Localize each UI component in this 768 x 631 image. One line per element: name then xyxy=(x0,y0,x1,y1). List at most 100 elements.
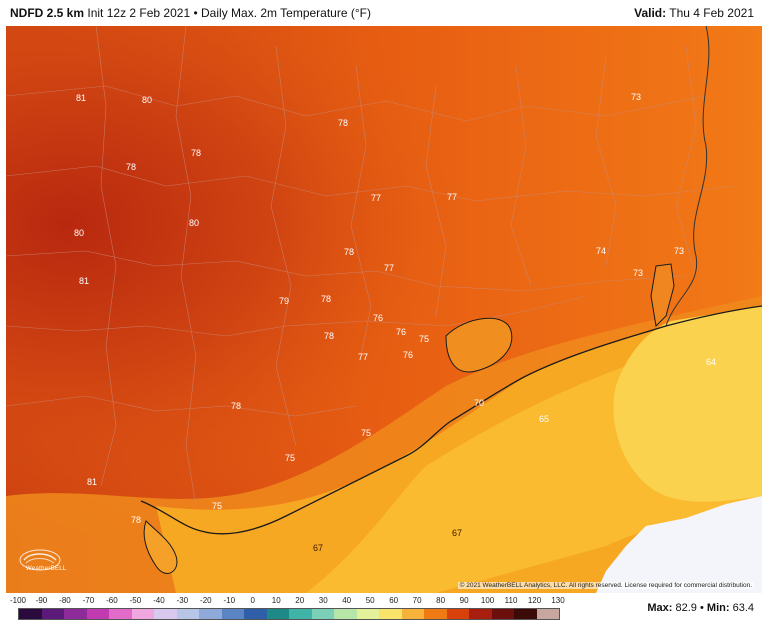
value-label: 81 xyxy=(87,477,97,487)
colorbar-swatch xyxy=(86,609,109,619)
colorbar-tick-label: -60 xyxy=(106,596,118,605)
header-title: NDFD 2.5 km Init 12z 2 Feb 2021 • Daily … xyxy=(10,6,371,20)
min-value: 63.4 xyxy=(732,602,754,614)
value-label: 77 xyxy=(371,193,381,203)
init-time: Init 12z 2 Feb 2021 xyxy=(87,6,191,20)
max-min-summary: Max: 82.9 • Min: 63.4 xyxy=(647,602,754,614)
value-label: 79 xyxy=(279,296,289,306)
value-label: 80 xyxy=(142,95,152,105)
model-name: NDFD 2.5 km xyxy=(10,6,85,20)
colorbar-swatch xyxy=(536,609,559,619)
value-label: 80 xyxy=(189,218,199,228)
colorbar-swatch xyxy=(41,609,64,619)
copyright-notice: © 2021 WeatherBELL Analytics, LLC. All r… xyxy=(457,582,754,589)
value-label: 78 xyxy=(131,515,141,525)
value-label: 78 xyxy=(344,247,354,257)
colorbar-tick-label: 100 xyxy=(480,596,495,605)
no-data-region xyxy=(596,496,762,593)
colorbar-tick-label: 60 xyxy=(389,596,399,605)
separator: • xyxy=(699,602,704,614)
value-label: 78 xyxy=(231,401,241,411)
colorbar-swatch xyxy=(446,609,469,619)
colorbar-swatch xyxy=(154,609,177,619)
separator: • xyxy=(193,6,198,20)
max-value: 82.9 xyxy=(675,602,697,614)
colorbar-swatch xyxy=(356,609,379,619)
valid-label: Valid: xyxy=(634,6,667,20)
value-label: 81 xyxy=(76,93,86,103)
colorbar-swatch xyxy=(514,609,537,619)
temperature-map[interactable]: 81 80 78 78 80 78 80 77 77 81 78 77 73 7… xyxy=(6,26,762,593)
colorbar-swatch xyxy=(491,609,514,619)
colorbar-ticks: -100 -90 -80 -70 -60 -50 -40 -30 -20 -10 0 10 20 30 40… xyxy=(10,596,565,608)
color-legend: -100 -90 -80 -70 -60 -50 -40 -30 -20 -10 0 10 20 30 40… xyxy=(6,596,762,631)
value-label: 77 xyxy=(358,352,368,362)
logo-text: WeatherBELL xyxy=(26,566,67,572)
value-label: 80 xyxy=(74,228,84,238)
max-label: Max: xyxy=(647,602,673,614)
colorbar-swatch xyxy=(469,609,492,619)
colorbar-tick-label: 0 xyxy=(250,596,256,605)
value-label: 65 xyxy=(539,414,549,424)
colorbar-tick-label: 20 xyxy=(295,596,305,605)
colorbar-tick-label: -70 xyxy=(82,596,95,605)
value-label: 75 xyxy=(419,334,429,344)
sabine-river xyxy=(665,26,710,327)
value-label: 77 xyxy=(384,263,394,273)
colorbar-tick-label: 30 xyxy=(318,596,328,605)
value-label: 78 xyxy=(321,294,331,304)
colorbar-tick-label: 80 xyxy=(436,596,446,605)
galveston-bay xyxy=(445,317,513,373)
value-label: 70 xyxy=(474,398,484,408)
colorbar-swatch xyxy=(109,609,132,619)
colorbar-tick-label: -100 xyxy=(9,596,27,605)
colorbar-swatch xyxy=(311,609,334,619)
value-label: 78 xyxy=(191,148,201,158)
map-canvas: 81 80 78 78 80 78 80 77 77 81 78 77 73 7… xyxy=(6,26,762,593)
colorbar xyxy=(18,608,560,620)
colorbar-tick-label: -80 xyxy=(59,596,71,605)
colorbar-tick-label: -10 xyxy=(223,596,236,605)
valid-time: Valid: Thu 4 Feb 2021 xyxy=(634,6,754,20)
colorbar-tick-label: 90 xyxy=(459,596,469,605)
colorbar-swatch xyxy=(334,609,357,619)
colorbar-swatch xyxy=(64,609,87,619)
value-label: 74 xyxy=(596,246,606,256)
colorbar-swatch xyxy=(424,609,447,619)
colorbar-swatch xyxy=(131,609,154,619)
colorbar-tick-label: -20 xyxy=(200,596,212,605)
colorbar-swatch xyxy=(176,609,199,619)
colorbar-tick-label: 10 xyxy=(271,596,281,605)
product-name: Daily Max. 2m Temperature (°F) xyxy=(201,6,371,20)
value-label: 73 xyxy=(674,246,684,256)
sabine-lake xyxy=(650,263,675,328)
colorbar-swatch xyxy=(199,609,222,619)
min-label: Min: xyxy=(706,602,730,614)
colorbar-tick-label: 50 xyxy=(365,596,375,605)
coastline xyxy=(140,305,762,535)
colorbar-tick-label: 120 xyxy=(527,596,542,605)
colorbar-swatch xyxy=(289,609,312,619)
colorbar-tick-label: 130 xyxy=(551,596,565,605)
value-label: 77 xyxy=(447,192,457,202)
value-label: 64 xyxy=(706,357,716,367)
matagorda-bay xyxy=(143,520,178,574)
value-label: 76 xyxy=(403,350,413,360)
colorbar-swatch xyxy=(379,609,402,619)
colorbar-swatch xyxy=(19,609,42,619)
colorbar-swatch xyxy=(221,609,244,619)
value-labels: 81 80 78 78 80 78 80 77 77 81 78 77 73 7… xyxy=(74,92,716,553)
colorbar-tick-label: 70 xyxy=(412,596,422,605)
value-label: 78 xyxy=(324,331,334,341)
value-label: 75 xyxy=(285,453,295,463)
valid-value: Thu 4 Feb 2021 xyxy=(669,6,754,20)
value-label: 75 xyxy=(361,428,371,438)
weatherbell-logo xyxy=(19,549,61,571)
value-label: 67 xyxy=(313,543,323,553)
value-label: 76 xyxy=(396,327,406,337)
map-header: NDFD 2.5 km Init 12z 2 Feb 2021 • Daily … xyxy=(0,0,768,26)
colorbar-swatch xyxy=(244,609,267,619)
value-label: 73 xyxy=(631,92,641,102)
colorbar-swatch xyxy=(401,609,424,619)
value-label: 76 xyxy=(373,313,383,323)
